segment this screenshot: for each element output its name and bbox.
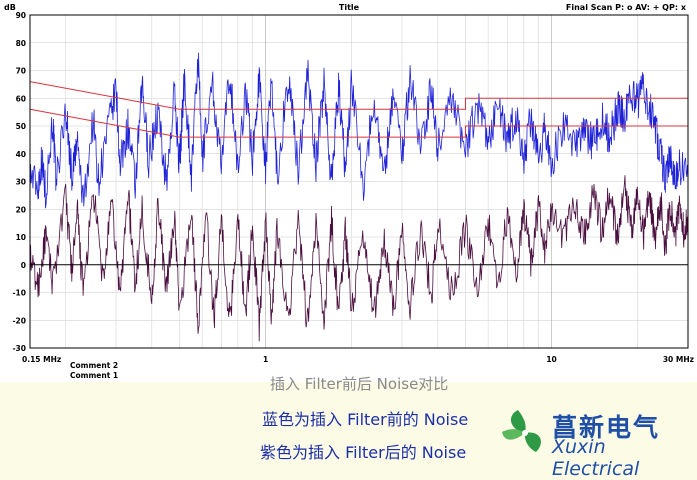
y-tick-labels: 90 80 70 60 50 40 30 20 10 0 -10 -20 -30 [12,11,26,353]
y-tick-label-3: 60 [16,94,26,103]
logo-english-name: Xuxin Electrical [552,436,640,480]
y-tick-label-0: 90 [16,11,26,20]
y-tick-label-8: 10 [16,233,26,242]
x-tick-labels: 0.15 MHz 1 10 30 MHz [22,355,694,364]
y-axis-label: dB [4,3,16,12]
series-trace-1 [29,175,689,342]
y-tick-label-4: 50 [16,122,26,131]
y-tick-label-7: 20 [16,205,26,214]
limit-line-1 [29,108,688,138]
limit-lines [29,81,688,138]
caption-comparison-title: 插入 Filter前后 Noise对比 [270,375,449,393]
x-tick-label-1: 1 [263,355,268,364]
series-trace-0 [29,52,689,209]
plot-panel: 90 80 70 60 50 40 30 20 10 0 -10 -20 -30 0.15 MHz 1 10… [0,0,697,382]
y-tick-label-10: -10 [12,289,26,298]
limit-line-0 [29,81,688,110]
y-tick-label-9: 0 [21,261,26,270]
emission-chart: 90 80 70 60 50 40 30 20 10 0 -10 -20 -30 0.15 MHz 1 10… [4,3,694,380]
plot-frame [29,14,689,349]
x-tick-label-3: 30 MHz [663,355,694,364]
logo-chinese-name: 菖新电气 [552,413,661,442]
caption-blue-series: 蓝色为插入 Filter前的 Noise [262,410,469,429]
y-tick-label-1: 80 [16,39,26,48]
scan-legend: Final Scan P: o AV: + QP: x [566,3,687,12]
chart-title: Title [339,3,360,12]
series [29,52,689,342]
y-tick-label-12: -30 [12,344,26,353]
comment-2: Comment 2 [70,361,118,370]
y-tick-label-5: 40 [16,150,26,159]
x-tick-label-0: 0.15 MHz [22,355,61,364]
y-tick-label-6: 30 [16,178,26,187]
caption-purple-series: 紫色为插入 Filter后的 Noise [260,443,467,462]
y-tick-label-2: 70 [16,67,26,76]
y-tick-label-11: -20 [12,316,26,325]
leaf-logo-icon [502,410,541,452]
x-tick-label-2: 10 [546,355,556,364]
xuxin-logo: 菖新电气 Xuxin Electrical [500,406,697,480]
comment-1: Comment 1 [70,371,118,380]
